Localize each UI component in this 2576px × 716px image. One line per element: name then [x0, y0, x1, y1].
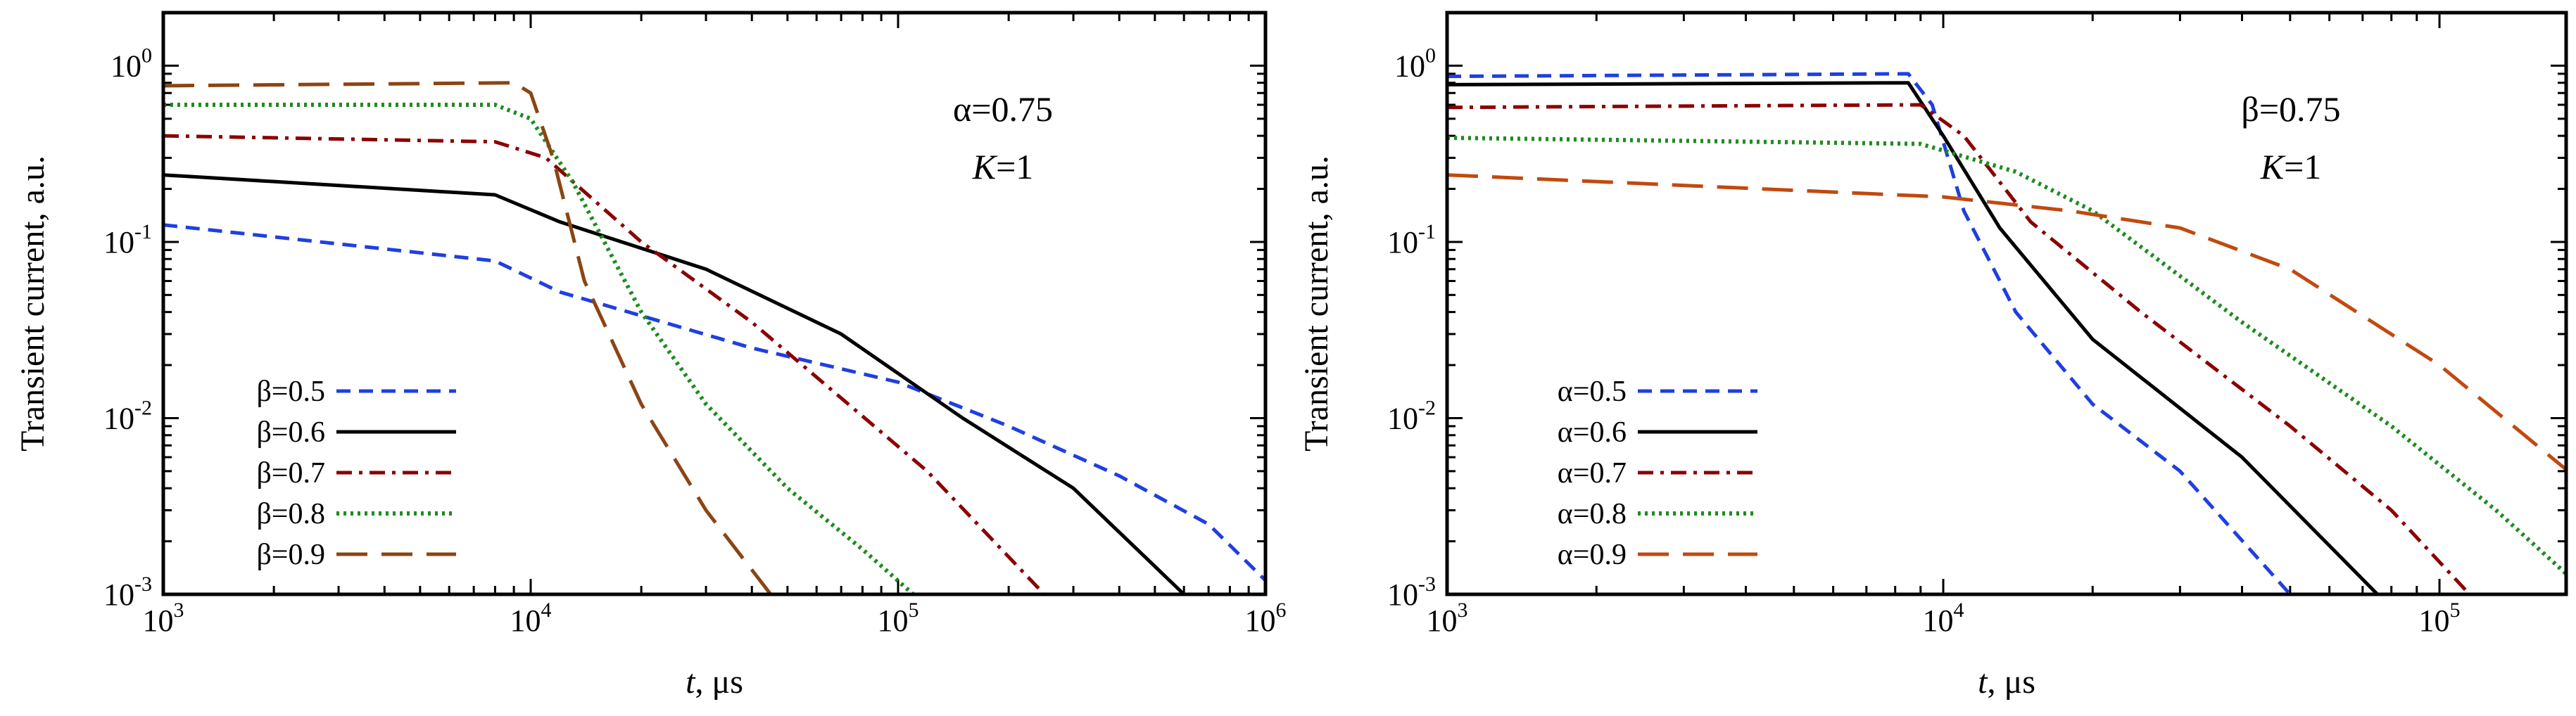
y-axis-label: Transient current, a.u.: [1298, 155, 1335, 452]
series-lines: [1447, 72, 2566, 594]
annotation: α=0.75: [953, 89, 1053, 129]
x-tick-label: 104: [1923, 599, 1964, 638]
legend-label: α=0.6: [1558, 416, 1627, 449]
x-tick-label: 103: [1427, 599, 1468, 638]
series-line-4: [1447, 173, 2566, 472]
x-tick-label: 103: [143, 599, 184, 638]
series-line-1: [1447, 81, 2379, 594]
legend: β=0.5 β=0.6 β=0.7 β=0.8 β=0.9: [256, 376, 456, 571]
legend-label: α=0.9: [1558, 539, 1627, 571]
y-tick-label: 10-3: [1387, 573, 1436, 612]
series-line-0: [1447, 72, 2292, 594]
legend-label: α=0.7: [1558, 457, 1627, 490]
y-axis-label: Transient current, a.u.: [14, 155, 51, 452]
series-line-2: [163, 134, 1046, 594]
annotation: β=0.75: [2241, 89, 2340, 129]
series-line-1: [163, 173, 1185, 594]
series-lines: [163, 81, 1265, 594]
x-tick-label: 104: [510, 599, 552, 638]
series-line-4: [163, 81, 772, 594]
right-chart-panel: 103 104 105 10-3 10-2 10-1 100 t, μs Transient c…: [1298, 11, 2568, 701]
x-tick-label: 106: [1245, 599, 1287, 638]
legend-label: β=0.8: [256, 498, 325, 530]
y-tick-label: 10-2: [103, 396, 152, 435]
plot-frame: [1445, 11, 2568, 596]
axis-ticks: [162, 11, 1267, 596]
x-tick-label: 105: [2419, 599, 2461, 638]
annotation: K=1: [972, 147, 1034, 186]
x-tick-label: 105: [878, 599, 919, 638]
legend-label: α=0.8: [1558, 498, 1627, 530]
left-chart-panel: 103 104 105 106 10-3 10-2 10-1 100 t, μs Transien…: [14, 11, 1287, 701]
plot-frame: [161, 11, 1268, 596]
legend: α=0.5 α=0.6 α=0.7 α=0.8 α=0.9: [1558, 376, 1757, 571]
legend-label: β=0.6: [256, 416, 325, 449]
legend-label: β=0.9: [256, 539, 325, 571]
y-tick-label: 10-1: [103, 220, 152, 260]
series-line-3: [163, 103, 915, 594]
series-line-0: [163, 223, 1265, 582]
series-line-2: [1447, 103, 2471, 594]
y-tick-label: 10-1: [1387, 220, 1436, 260]
y-tick-label: 100: [111, 44, 152, 83]
legend-label: α=0.5: [1558, 376, 1627, 408]
y-tick-label: 10-3: [103, 573, 152, 612]
x-axis-label: t, μs: [686, 663, 743, 701]
y-tick-label: 100: [1394, 44, 1436, 83]
legend-label: β=0.5: [256, 376, 325, 408]
annotation: K=1: [2260, 147, 2322, 186]
x-axis-label: t, μs: [1978, 663, 2035, 701]
legend-label: β=0.7: [256, 457, 325, 490]
y-tick-label: 10-2: [1387, 396, 1436, 435]
